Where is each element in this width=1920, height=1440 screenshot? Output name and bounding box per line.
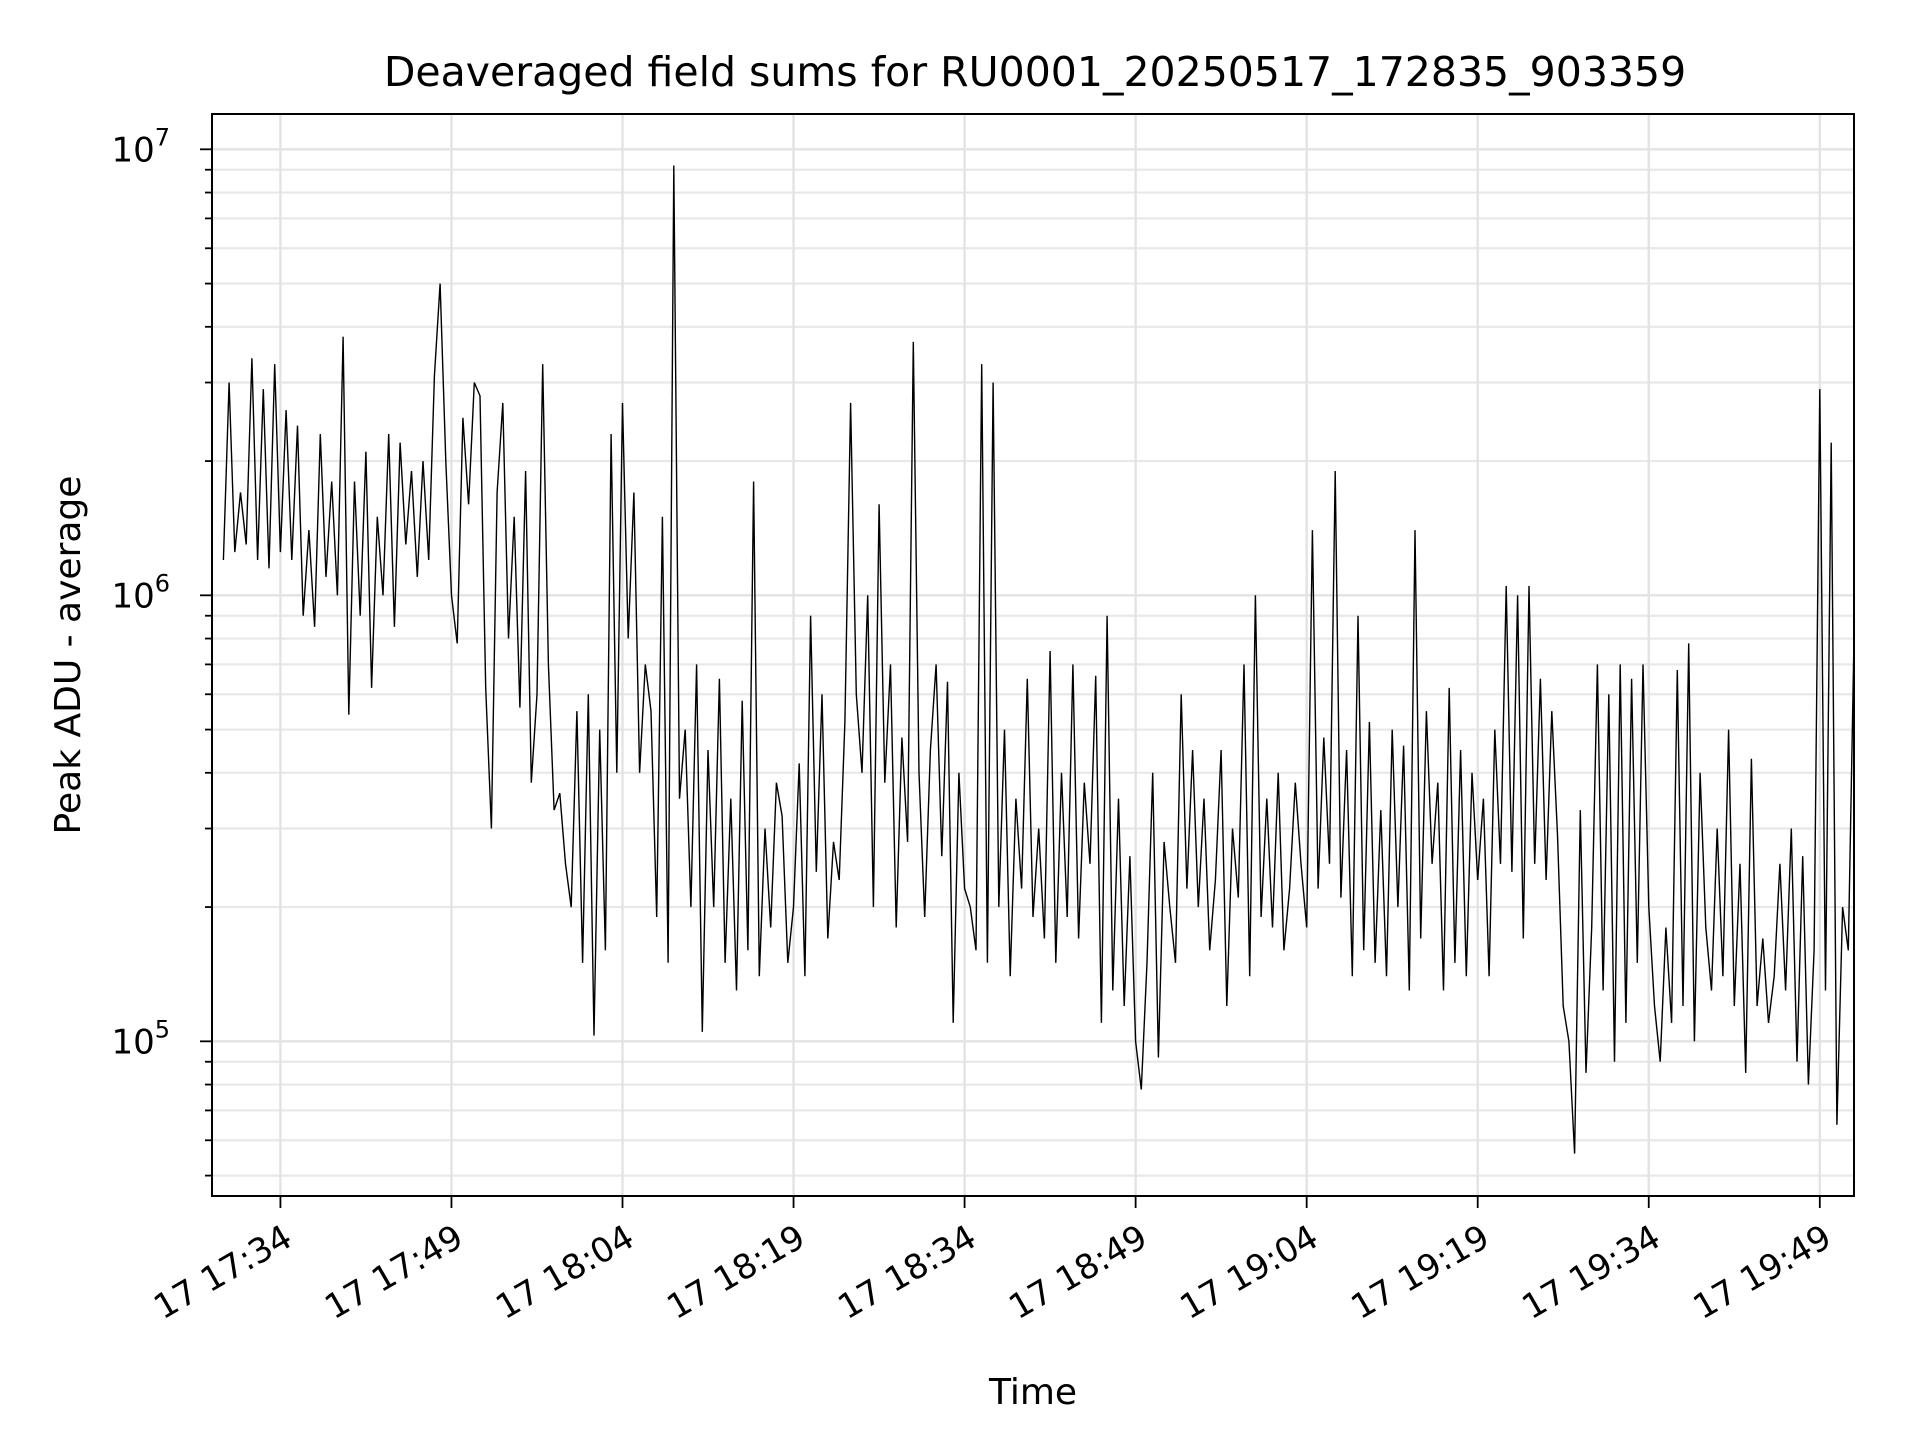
- chart-title: Deaveraged field sums for RU0001_2025051…: [384, 48, 1686, 96]
- y-axis-label: Peak ADU - average: [48, 476, 89, 835]
- y-tick-label: 105: [111, 1015, 170, 1062]
- y-tick-label: 106: [111, 569, 170, 616]
- x-tick-label: 17 18:04: [489, 1217, 641, 1328]
- series-line: [222, 165, 1855, 1154]
- x-axis-ticks: 17 17:34 17 17:49 17 18:04 17 18:19 17 18:34…: [147, 1196, 1838, 1328]
- plot-frame: [211, 113, 1855, 1197]
- x-tick-label: 17 18:19: [660, 1217, 812, 1328]
- x-tick-label: 17 18:34: [831, 1217, 983, 1328]
- y-axis-ticks: 105 106 107: [111, 123, 212, 1177]
- x-axis-label: Time: [988, 1372, 1077, 1413]
- x-tick-label: 17 17:49: [318, 1217, 470, 1328]
- y-tick-label: 107: [111, 123, 170, 170]
- series-layer: [222, 165, 1855, 1154]
- x-tick-label: 17 19:49: [1687, 1217, 1839, 1328]
- grid-lines: [212, 114, 1854, 1196]
- x-tick-label: 17 19:34: [1516, 1217, 1668, 1328]
- x-tick-label: 17 17:34: [147, 1217, 299, 1328]
- x-tick-label: 17 18:49: [1002, 1217, 1154, 1328]
- x-tick-label: 17 19:19: [1345, 1217, 1497, 1328]
- x-tick-label: 17 19:04: [1173, 1217, 1325, 1328]
